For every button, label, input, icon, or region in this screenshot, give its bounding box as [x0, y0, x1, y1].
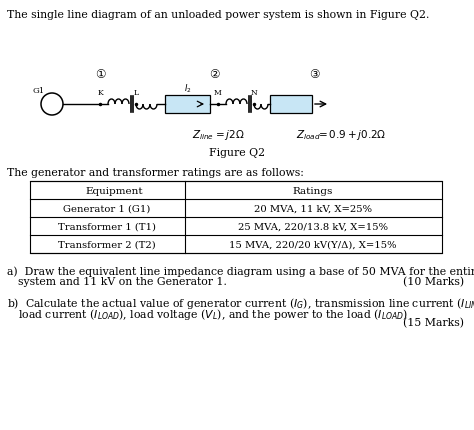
Text: The single line diagram of an unloaded power system is shown in Figure Q2.: The single line diagram of an unloaded p…	[7, 10, 429, 20]
Bar	[30, 181, 442, 253]
Text: K: K	[97, 89, 103, 97]
Text: $Z_{load}$: $Z_{load}$	[296, 128, 321, 141]
Text: $I_2$: $I_2$	[184, 82, 191, 95]
Text: 25 MVA, 220/13.8 kV, X=15%: 25 MVA, 220/13.8 kV, X=15%	[238, 222, 388, 231]
Text: system and 11 kV on the Generator 1.: system and 11 kV on the Generator 1.	[18, 276, 227, 286]
Text: ③: ③	[309, 68, 319, 81]
Text: $= j2\Omega$: $= j2\Omega$	[213, 128, 245, 141]
Bar	[270, 96, 312, 114]
Text: Transformer 1 (T1): Transformer 1 (T1)	[58, 222, 156, 231]
Text: (10 Marks): (10 Marks)	[403, 276, 464, 287]
Text: load current ($I_{LOAD}$), load voltage ($V_L$), and the power to the load ($I_{: load current ($I_{LOAD}$), load voltage …	[18, 306, 408, 321]
Text: a)  Draw the equivalent line impedance diagram using a base of 50 MVA for the en: a) Draw the equivalent line impedance di…	[7, 265, 474, 276]
Text: $Z_{line}$: $Z_{line}$	[192, 128, 214, 141]
Text: ①: ①	[95, 68, 105, 81]
Text: The generator and transformer ratings are as follows:: The generator and transformer ratings ar…	[7, 168, 304, 178]
Bar	[165, 96, 210, 114]
Text: ②: ②	[209, 68, 219, 81]
Text: Figure Q2: Figure Q2	[209, 147, 265, 158]
Text: $= 0.9 + j0.2\Omega$: $= 0.9 + j0.2\Omega$	[316, 128, 386, 141]
Text: 15 MVA, 220/20 kV(Y/Δ), X=15%: 15 MVA, 220/20 kV(Y/Δ), X=15%	[229, 240, 397, 249]
Text: Equipment: Equipment	[85, 186, 143, 195]
Text: Transformer 2 (T2): Transformer 2 (T2)	[58, 240, 156, 249]
Text: b)  Calculate the actual value of generator current ($I_G$), transmission line c: b) Calculate the actual value of generat…	[7, 295, 474, 310]
Text: N: N	[251, 89, 257, 97]
Text: (15 Marks): (15 Marks)	[403, 317, 464, 328]
Text: M: M	[214, 89, 222, 97]
Text: Ratings: Ratings	[293, 186, 333, 195]
Text: 20 MVA, 11 kV, X=25%: 20 MVA, 11 kV, X=25%	[254, 204, 372, 213]
Text: Generator 1 (G1): Generator 1 (G1)	[64, 204, 151, 213]
Text: L: L	[134, 89, 138, 97]
Text: G1: G1	[33, 87, 45, 95]
